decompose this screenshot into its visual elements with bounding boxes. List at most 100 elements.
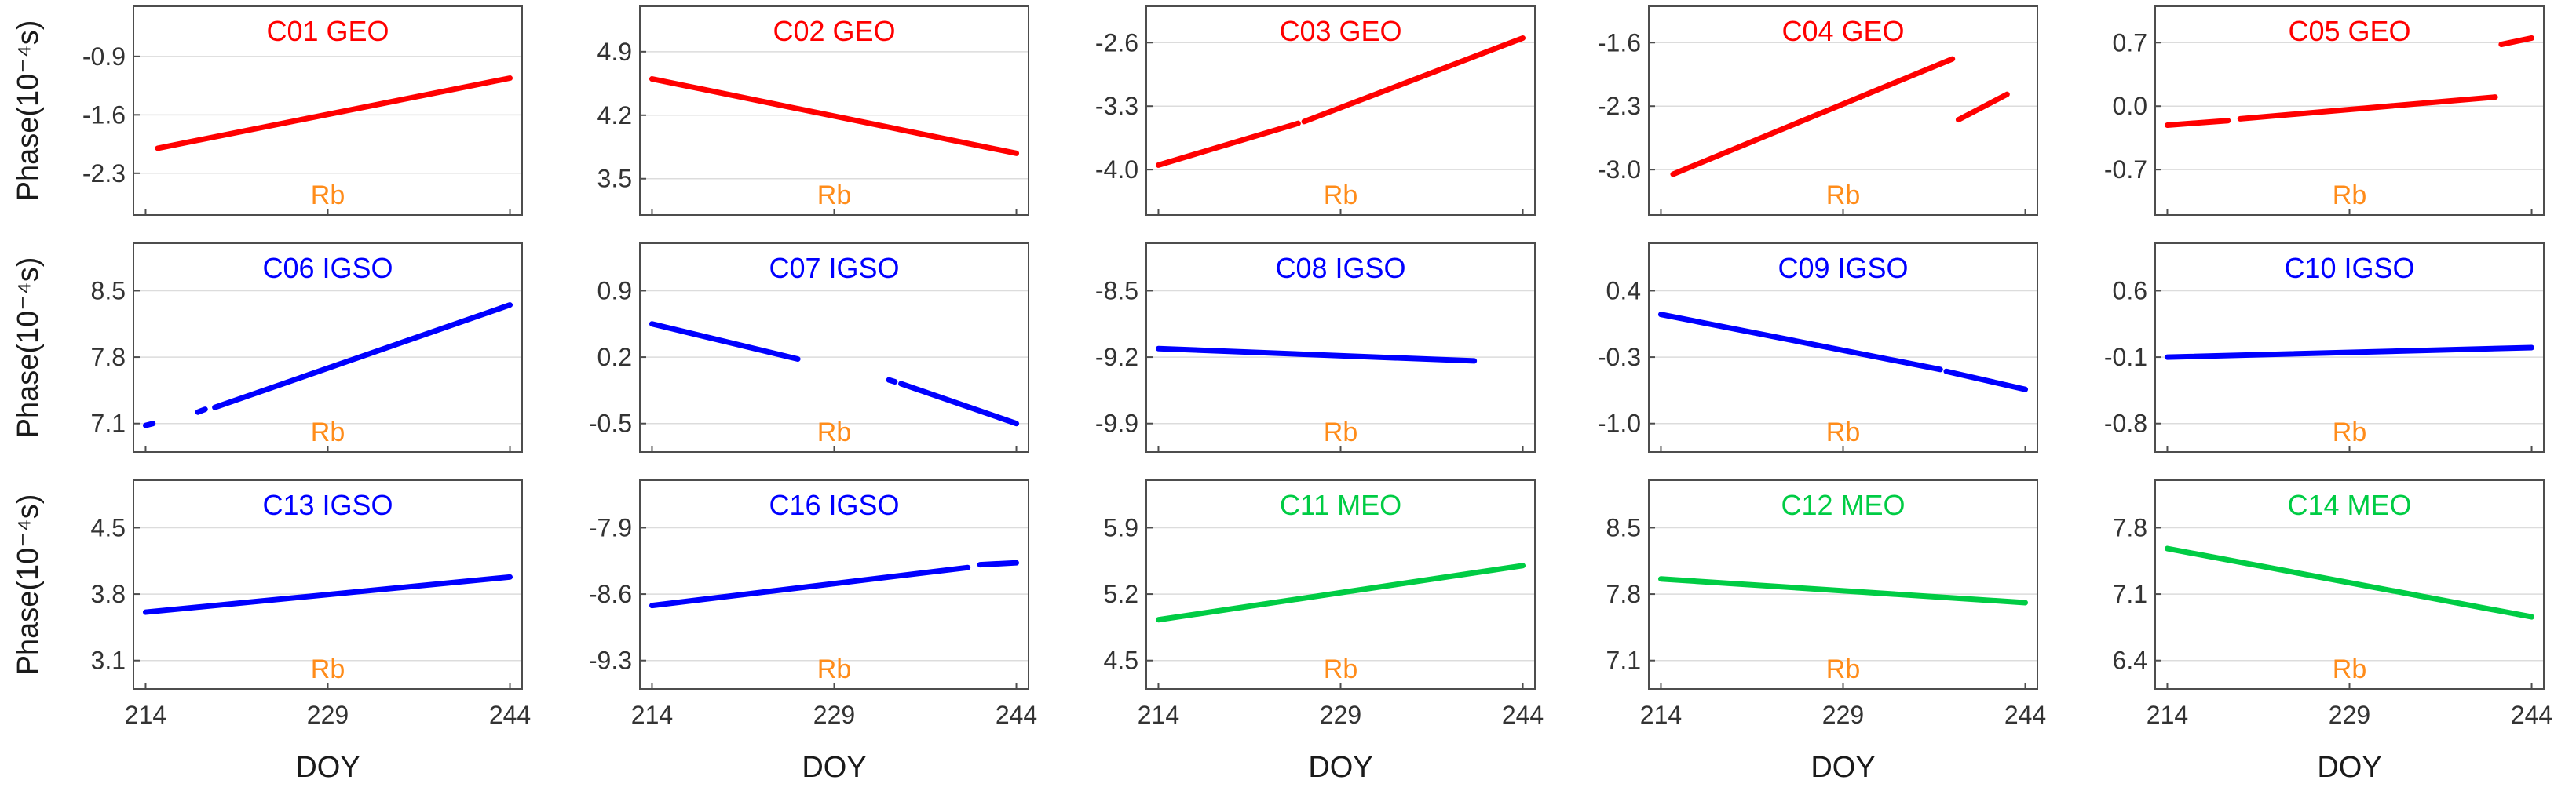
panel-c10: -0.8 -0.1 0.6 C10 IGSO Rb — [2104, 242, 2545, 453]
x-axis-label: DOY — [2317, 751, 2381, 784]
panel-c02: 3.5 4.2 4.9 C02 GEO Rb — [597, 5, 1029, 216]
x-tick-label: 244 — [1502, 701, 1544, 729]
clock-type-label: Rb — [311, 180, 345, 210]
series-segment — [1155, 563, 1526, 623]
y-tick-label: -1.6 — [1598, 28, 1641, 56]
y-tick-label: -2.3 — [1598, 92, 1641, 120]
y-tick-label: -0.5 — [589, 410, 632, 438]
x-tick-label: 244 — [996, 701, 1037, 729]
y-tick-label: 0.6 — [2113, 276, 2147, 304]
series-segment — [649, 564, 971, 609]
y-axis-label: Phase(10⁻⁴s) — [12, 257, 45, 439]
y-tick-label: 7.8 — [91, 343, 126, 371]
y-tick-label: -2.6 — [1095, 28, 1138, 56]
panel-title: C10 IGSO — [2284, 252, 2414, 284]
series-segment — [195, 406, 208, 415]
panel-c05: -0.7 0.0 0.7 C05 GEO Rb — [2104, 5, 2545, 216]
x-tick-label: 214 — [1640, 701, 1682, 729]
series-segment — [2164, 344, 2535, 360]
series-segment — [142, 574, 513, 615]
x-tick-label: 214 — [1138, 701, 1179, 729]
y-tick-label: 0.0 — [2113, 92, 2147, 120]
x-axis-label: DOY — [1811, 751, 1875, 784]
panel-title: C08 IGSO — [1275, 252, 1405, 284]
y-tick-label: 0.2 — [597, 343, 632, 371]
x-axis-label: DOY — [295, 751, 360, 784]
panel-c16: -9.3 -8.6 -7.9 214 229 244 C16 IGSO Rb — [589, 479, 1037, 729]
series-segment — [2237, 94, 2498, 122]
y-tick-label: -1.6 — [82, 100, 126, 129]
y-tick-label: 7.1 — [91, 410, 126, 438]
y-tick-label: 3.5 — [597, 165, 632, 193]
y-tick-label: -0.3 — [1598, 343, 1641, 371]
series-segment — [649, 321, 801, 363]
y-tick-label: -8.5 — [1095, 276, 1138, 304]
y-tick-label: 0.7 — [2113, 28, 2147, 56]
series-segment — [649, 76, 1020, 156]
y-tick-label: 8.5 — [1606, 513, 1641, 541]
panel-c11: 4.5 5.2 5.9 214 229 244 C11 MEO Rb — [1104, 479, 1544, 729]
x-axis-label: DOY — [802, 751, 866, 784]
panel-title: C02 GEO — [773, 15, 895, 47]
panel-c14: 6.4 7.1 7.8 214 229 244 C14 MEO Rb — [2113, 479, 2552, 729]
series-segment — [142, 421, 156, 428]
clock-type-label: Rb — [1324, 654, 1357, 684]
series-segment — [1943, 368, 2029, 392]
y-tick-label: 4.2 — [597, 101, 632, 129]
y-tick-label: -0.9 — [82, 42, 126, 71]
y-tick-label: 5.9 — [1104, 513, 1138, 541]
series-segment — [1155, 345, 1478, 364]
y-tick-label: 4.9 — [597, 38, 632, 66]
clock-type-label: Rb — [311, 417, 345, 447]
panel-title: C13 IGSO — [262, 489, 393, 521]
panel-c04: -3.0 -2.3 -1.6 C04 GEO Rb — [1598, 5, 2038, 216]
y-tick-label: -0.7 — [2104, 155, 2147, 184]
series-segment — [155, 75, 513, 151]
panel-c06: 7.1 7.8 8.5 C06 IGSO Rb — [91, 242, 523, 453]
panel-c03: -4.0 -3.3 -2.6 C03 GEO Rb — [1095, 5, 1536, 216]
clock-type-label: Rb — [1826, 417, 1860, 447]
clock-type-label: Rb — [2333, 654, 2366, 684]
panel-title: C03 GEO — [1279, 15, 1401, 47]
y-tick-label: -4.0 — [1095, 155, 1138, 184]
y-tick-label: 3.1 — [91, 647, 126, 675]
clock-type-label: Rb — [1826, 180, 1860, 210]
panel-title: C12 MEO — [1781, 489, 1905, 521]
panel-c07: -0.5 0.2 0.9 C07 IGSO Rb — [589, 242, 1029, 453]
x-tick-label: 244 — [489, 701, 531, 729]
y-tick-label: -7.9 — [589, 513, 632, 541]
y-tick-label: 4.5 — [1104, 647, 1138, 675]
panel-title: C11 MEO — [1280, 489, 1401, 521]
series-segment — [212, 302, 513, 410]
panel-c13: 3.1 3.8 4.5 214 229 244 C13 IGSO Rb — [91, 479, 531, 729]
y-tick-label: 6.4 — [2113, 647, 2147, 675]
clock-type-label: Rb — [311, 654, 345, 684]
panel-c01: -2.3 -1.6 -0.9 C01 GEO Rb — [82, 5, 523, 216]
x-tick-label: 229 — [1822, 701, 1864, 729]
x-tick-label: 244 — [2511, 701, 2552, 729]
y-tick-label: -3.0 — [1598, 155, 1641, 184]
y-tick-label: 8.5 — [91, 276, 126, 304]
clock-type-label: Rb — [2333, 180, 2366, 210]
series-segment — [1301, 35, 1526, 125]
y-axis-label: Phase(10⁻⁴s) — [12, 494, 45, 676]
x-tick-label: 244 — [2004, 701, 2046, 729]
panel-title: C04 GEO — [1781, 15, 1904, 47]
x-tick-label: 229 — [2329, 701, 2370, 729]
series-segment — [2498, 35, 2535, 48]
y-tick-label: 7.8 — [1606, 580, 1641, 608]
panel-title: C05 GEO — [2288, 15, 2410, 47]
y-tick-label: 7.8 — [2113, 513, 2147, 541]
series-segment — [2164, 118, 2231, 129]
panel-c08: -9.9 -9.2 -8.5 C08 IGSO Rb — [1095, 242, 1536, 453]
series-segment — [1955, 91, 2010, 123]
y-tick-label: -8.6 — [589, 580, 632, 608]
panel-title: C16 IGSO — [769, 489, 899, 521]
panel-title: C09 IGSO — [1778, 252, 1908, 284]
y-tick-label: -0.8 — [2104, 410, 2147, 438]
y-tick-label: -3.3 — [1095, 92, 1138, 120]
series-segment — [2164, 545, 2535, 620]
x-tick-label: 214 — [631, 701, 673, 729]
y-tick-label: 3.8 — [91, 580, 126, 608]
